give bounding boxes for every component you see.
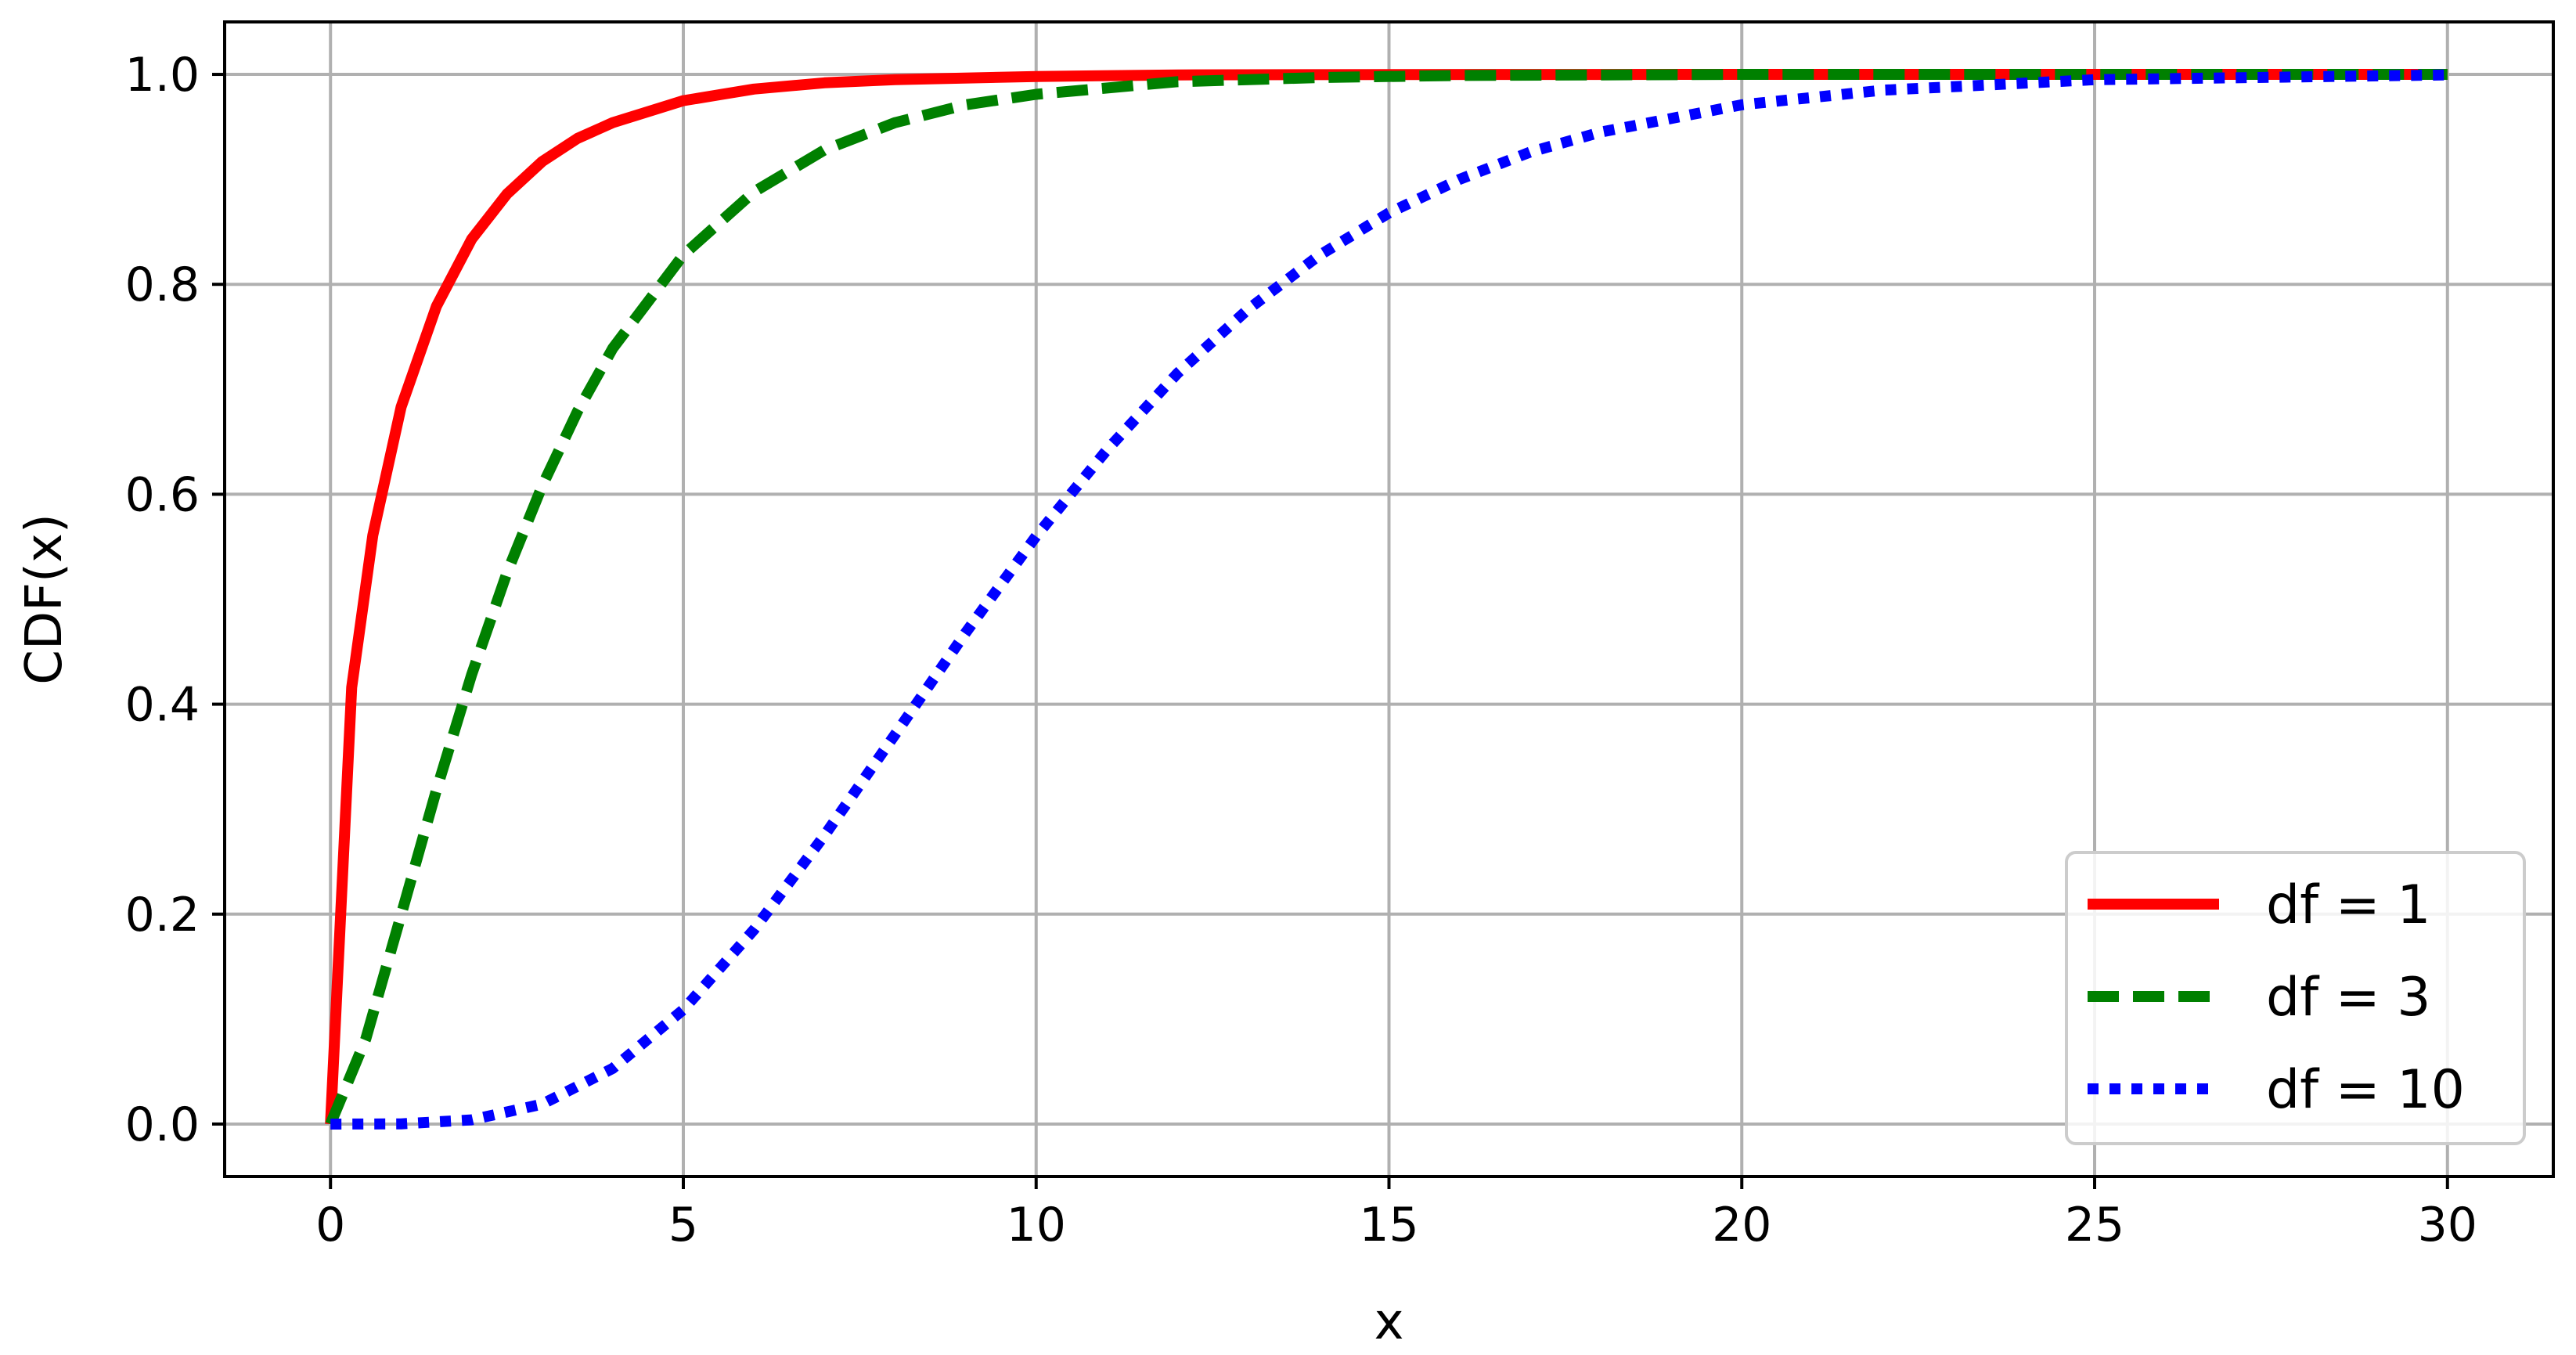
legend-box: [2065, 851, 2526, 1145]
y-tick-label: 0.0: [125, 1097, 200, 1152]
legend: df = 1 df = 3 df = 10: [2065, 851, 2526, 1145]
legend-label: df = 10: [2266, 1059, 2465, 1121]
axis-ticks: 0 5 10 15 20 25 30 0.0 0.2 0.4 0.6 0.8 1.0: [125, 48, 2477, 1252]
y-axis-label: CDF(x): [16, 514, 74, 685]
x-tick-label: 30: [2418, 1198, 2477, 1252]
legend-label: df = 3: [2266, 967, 2431, 1029]
series-line-3: [330, 69, 2448, 1130]
x-tick-label: 15: [1359, 1198, 1418, 1252]
y-tick-label: 0.2: [125, 888, 200, 942]
y-tick-label: 0.8: [125, 258, 200, 312]
x-tick-label: 20: [1712, 1198, 1771, 1252]
y-tick-label: 0.4: [125, 678, 200, 733]
x-tick-label: 5: [668, 1198, 698, 1252]
legend-label: df = 1: [2266, 874, 2431, 936]
x-axis-label: x: [1374, 1293, 1404, 1351]
x-tick-label: 25: [2065, 1198, 2124, 1252]
y-tick-label: 1.0: [125, 48, 200, 103]
y-tick-label: 0.6: [125, 467, 200, 522]
series-lines: [325, 69, 2448, 1130]
x-tick-label: 0: [315, 1198, 345, 1252]
series-line-2: [325, 69, 2448, 1126]
x-tick-label: 10: [1007, 1198, 1066, 1252]
